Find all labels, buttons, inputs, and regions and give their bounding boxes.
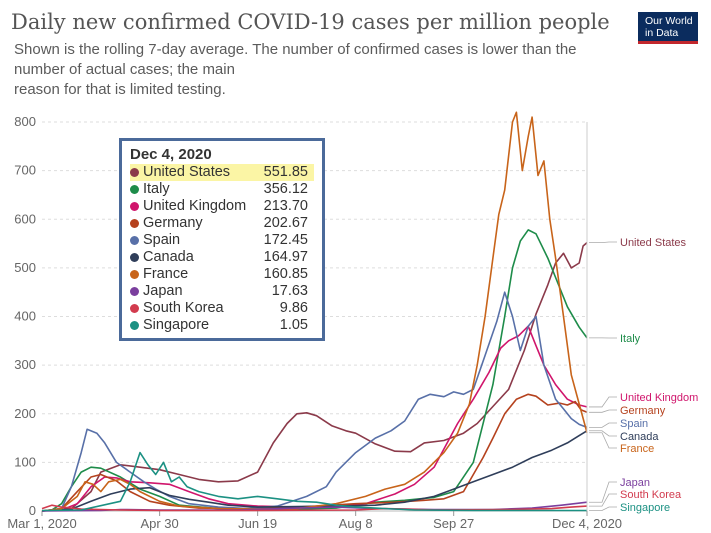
tooltip-series-name: South Korea — [143, 300, 224, 316]
subtitle-line: Shown is the rolling 7-day average. The … — [14, 41, 577, 58]
tooltip-series-value: 202.67 — [263, 215, 308, 231]
label-leader-line — [589, 241, 617, 243]
series-end-label: Spain — [620, 418, 648, 430]
logo-text: Our World — [645, 15, 693, 27]
logo-text: in Data — [645, 27, 679, 39]
y-tick-label: 400 — [14, 309, 36, 324]
tooltip-row: France 160.85 — [130, 266, 314, 283]
subtitle-line: reason for that is limited testing. — [14, 81, 226, 98]
legend-dot-icon — [130, 168, 139, 177]
y-tick-label: 300 — [14, 357, 36, 372]
legend-dot-icon — [130, 253, 139, 262]
series-line-united-states — [41, 241, 588, 512]
tooltip-rows: United States 551.85 Italy 356.12 United Kin… — [130, 164, 314, 334]
series-end-label: South Korea — [620, 489, 682, 501]
tooltip-date: Dec 4, 2020 — [130, 146, 212, 163]
legend-dot-icon — [130, 304, 139, 313]
x-tick-label: Mar 1, 2020 — [7, 516, 76, 531]
tooltip-series-name: Singapore — [143, 317, 210, 333]
label-leader-line — [589, 506, 617, 511]
series-line-south-korea — [41, 504, 588, 512]
y-tick-label: 0 — [29, 503, 36, 518]
x-tick-label: Aug 8 — [339, 516, 373, 531]
y-tick-label: 800 — [14, 114, 36, 129]
tooltip-row: Singapore 1.05 — [130, 317, 314, 334]
tooltip-row: United Kingdom 213.70 — [130, 198, 314, 215]
label-leader-line — [589, 493, 617, 507]
y-axis: 0 100 200 300 400 500 600 700 800 — [14, 114, 36, 518]
legend-dot-icon — [130, 202, 139, 211]
label-leader-line — [589, 481, 617, 503]
tooltip-series-value: 1.05 — [279, 317, 308, 333]
legend-dot-icon — [130, 219, 139, 228]
x-axis: Mar 1, 2020 Apr 30 Jun 19 Aug 8 Sep 27 Dec 4,… — [7, 511, 622, 531]
tooltip-series-name: United Kingdom — [143, 198, 247, 214]
tooltip-series-name: Spain — [143, 232, 181, 248]
series-end-label: Canada — [620, 431, 659, 443]
series-end-label: United Kingdom — [620, 392, 698, 404]
label-leader-line — [589, 396, 617, 408]
owid-logo[interactable]: Our World in Data — [638, 12, 698, 44]
tooltip-row: South Korea 9.86 — [130, 300, 314, 317]
legend-dot-icon — [130, 236, 139, 245]
series-line-canada — [41, 430, 588, 512]
tooltip-row: Germany 202.67 — [130, 215, 314, 232]
series-line-united-kingdom — [41, 325, 588, 512]
y-tick-label: 200 — [14, 406, 36, 421]
y-tick-label: 600 — [14, 211, 36, 226]
tooltip-row: Canada 164.97 — [130, 249, 314, 266]
series-end-label: Japan — [620, 477, 650, 489]
tooltip-series-value: 160.85 — [263, 266, 308, 282]
tooltip-series-name: Germany — [143, 215, 203, 231]
series-line-singapore — [41, 451, 587, 512]
series-end-label: France — [620, 443, 654, 455]
series-end-label: United States — [620, 237, 687, 249]
tooltip-series-value: 164.97 — [263, 249, 308, 265]
series-line-france — [41, 111, 588, 512]
label-leader-line — [589, 432, 617, 449]
label-leader-line — [589, 430, 617, 437]
y-tick-label: 500 — [14, 260, 36, 275]
legend-dot-icon — [130, 270, 139, 279]
tooltip-series-value: 356.12 — [263, 181, 308, 197]
tooltip-series-name: Japan — [143, 283, 183, 299]
x-tick-label: Apr 30 — [140, 516, 178, 531]
chart-subtitle: Shown is the rolling 7-day average. The … — [14, 40, 614, 100]
tooltip-row: Italy 356.12 — [130, 181, 314, 198]
y-tick-label: 100 — [14, 454, 36, 469]
y-tick-label: 700 — [14, 163, 36, 178]
series-end-label: Singapore — [620, 502, 670, 514]
legend-dot-icon — [130, 321, 139, 330]
x-tick-label: Sep 27 — [433, 516, 474, 531]
tooltip-series-value: 172.45 — [263, 232, 308, 248]
subtitle-line: number of actual cases; the main — [14, 61, 235, 78]
tooltip-series-name: Italy — [143, 181, 170, 197]
tooltip: Dec 4, 2020 United States 551.85 Italy 356.… — [119, 138, 325, 341]
tooltip-series-value: 551.85 — [263, 164, 308, 180]
chart-title: Daily new confirmed COVID-19 cases per m… — [11, 10, 610, 34]
series-line-spain — [41, 291, 588, 512]
tooltip-series-name: United States — [143, 164, 231, 180]
legend-dot-icon — [130, 185, 139, 194]
chart-series — [41, 111, 588, 512]
x-tick-label: Dec 4, 2020 — [552, 516, 622, 531]
tooltip-series-value: 213.70 — [263, 198, 308, 214]
series-end-label: Germany — [620, 405, 666, 417]
tooltip-row: United States 551.85 — [130, 164, 314, 181]
label-leader-line — [589, 409, 617, 413]
tooltip-series-name: France — [143, 266, 189, 282]
tooltip-row: Japan 17.63 — [130, 283, 314, 300]
tooltip-series-value: 17.63 — [271, 283, 308, 299]
tooltip-row: Spain 172.45 — [130, 232, 314, 249]
x-tick-label: Jun 19 — [238, 516, 277, 531]
tooltip-series-value: 9.86 — [279, 300, 308, 316]
series-end-label: Italy — [620, 333, 641, 345]
legend-dot-icon — [130, 287, 139, 296]
tooltip-series-name: Canada — [143, 249, 194, 265]
label-leader-line — [589, 422, 617, 428]
